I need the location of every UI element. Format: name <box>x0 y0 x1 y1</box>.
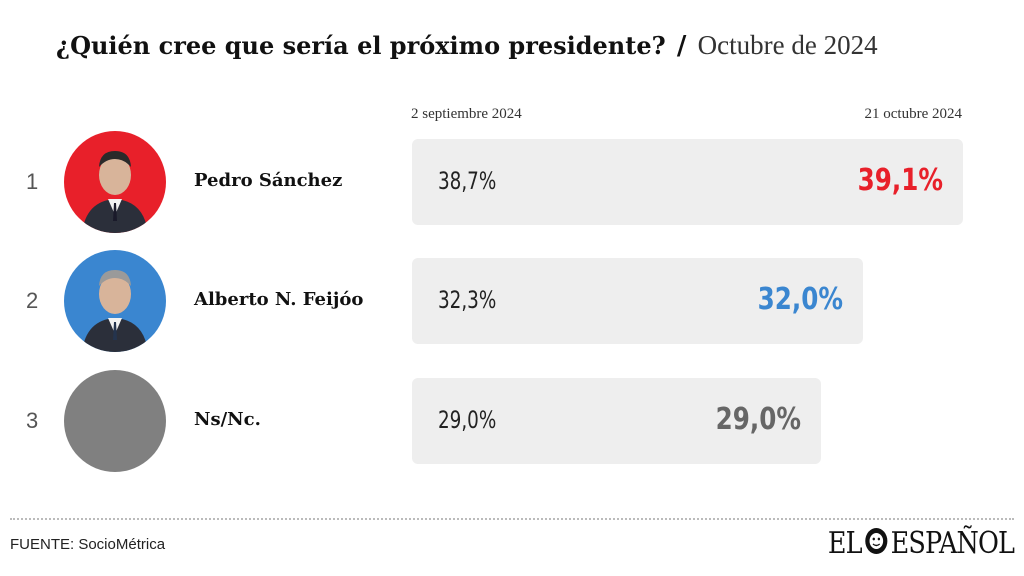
title-main: ¿Quién cree que sería el próximo preside… <box>56 31 666 60</box>
candidate-avatar <box>64 250 166 352</box>
logo-text-el: EL <box>827 526 863 561</box>
column-label-current: 21 octubre 2024 <box>864 106 962 122</box>
rank-number: 2 <box>26 288 39 313</box>
bar-mark <box>412 139 963 225</box>
footer-divider <box>10 518 1014 520</box>
current-value-label: 39,1% <box>857 163 943 198</box>
candidate-name: Pedro Sánchez <box>194 170 343 191</box>
candidate-avatar <box>64 131 166 233</box>
bar-mark <box>412 258 863 344</box>
person-portrait-icon <box>82 270 148 352</box>
candidate-name: Alberto N. Feijóo <box>194 289 364 310</box>
rank-number: 3 <box>26 408 39 433</box>
previous-value-label: 32,3% <box>438 286 497 314</box>
column-label-previous: 2 septiembre 2024 <box>411 106 522 122</box>
current-value-label: 29,0% <box>715 402 801 437</box>
title-separator: / <box>676 31 687 61</box>
placeholder-avatar <box>64 370 166 472</box>
chart-title: ¿Quién cree que sería el próximo preside… <box>56 30 878 61</box>
previous-value-label: 29,0% <box>438 406 497 434</box>
source-text: FUENTE: SocioMétrica <box>10 536 166 553</box>
lion-icon <box>863 526 889 564</box>
person-portrait-icon <box>82 151 148 233</box>
candidate-name: Ns/Nc. <box>194 409 261 430</box>
current-value-label: 32,0% <box>757 282 843 317</box>
logo-text-espanol: ESPAÑOL <box>890 526 1014 561</box>
previous-value-label: 38,7% <box>438 167 497 195</box>
title-subtitle: Octubre de 2024 <box>697 30 878 60</box>
rank-number: 1 <box>26 169 39 194</box>
brand-logo: EL ESPAÑOL <box>827 526 1015 564</box>
bar-mark <box>412 378 821 464</box>
